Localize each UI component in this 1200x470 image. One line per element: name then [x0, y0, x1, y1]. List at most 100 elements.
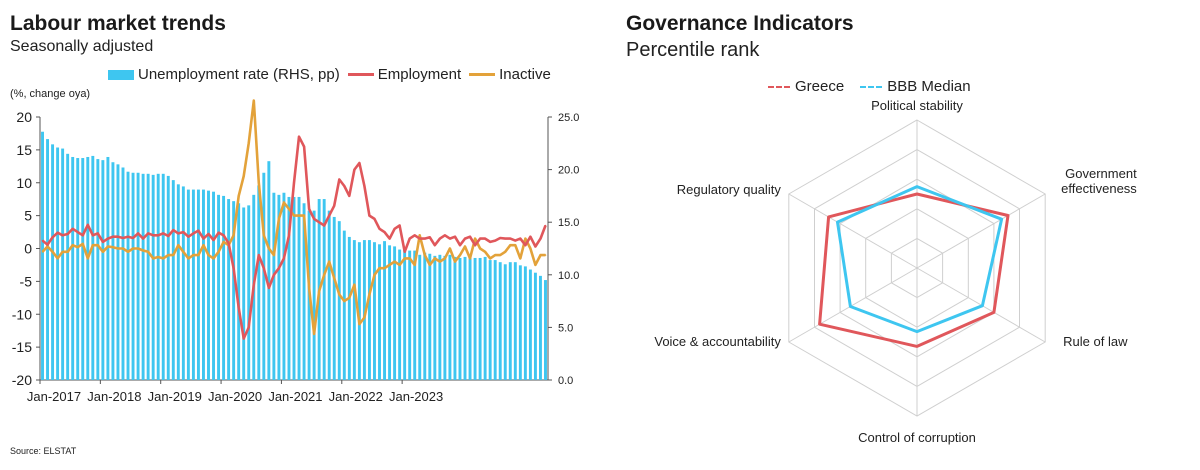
line-employment-point	[519, 237, 522, 240]
line-employment-point	[378, 227, 381, 230]
legend-label-greece: Greece	[795, 78, 845, 95]
bar-unemployment	[91, 155, 95, 380]
radar-axis-label: Rule of law	[1063, 334, 1128, 349]
bar-unemployment	[513, 262, 517, 380]
bar-unemployment	[176, 184, 180, 380]
line-inactive-point	[263, 234, 265, 237]
line-inactive-point	[373, 274, 376, 276]
line-inactive-point	[71, 244, 74, 247]
line-employment-point	[408, 237, 411, 240]
radar-title: Governance Indicators	[626, 12, 854, 35]
legend-item-unemployment: Unemployment rate (RHS, pp)	[108, 66, 340, 83]
line-inactive-point	[449, 247, 451, 250]
legend-swatch-employment	[347, 73, 374, 76]
bar-unemployment	[267, 161, 271, 380]
radar-axis-label: Government effectiveness	[1061, 166, 1137, 196]
line-employment-point	[41, 239, 44, 242]
bar-unemployment	[352, 240, 356, 380]
bar-unemployment	[332, 216, 336, 380]
line-employment-point	[479, 237, 481, 240]
line-employment-point	[348, 195, 351, 197]
line-employment-point	[242, 337, 245, 340]
line-inactive-point	[514, 244, 517, 247]
bar-unemployment	[101, 160, 105, 380]
x-tick-label: Jan-2018	[87, 389, 141, 404]
line-employment-point	[61, 234, 64, 237]
bar-unemployment	[388, 245, 392, 380]
line-employment-point	[439, 237, 441, 240]
bar-unemployment	[217, 194, 221, 380]
line-inactive-point	[112, 246, 114, 248]
line-inactive-point	[51, 250, 54, 253]
bar-unemployment	[458, 257, 462, 380]
line-inactive-point	[469, 257, 471, 260]
bar-unemployment	[413, 250, 417, 380]
line-inactive-point	[242, 175, 245, 177]
line-inactive-point	[122, 247, 124, 250]
bar-unemployment	[393, 246, 397, 380]
line-employment-point	[66, 233, 69, 235]
line-inactive-point	[499, 254, 502, 256]
line-inactive-point	[56, 257, 59, 260]
line-inactive-point	[202, 244, 205, 247]
line-employment-point	[418, 237, 421, 240]
line-inactive-point	[343, 300, 346, 302]
line-inactive-point	[439, 260, 441, 263]
line-employment-point	[142, 237, 144, 240]
line-inactive-point	[142, 249, 144, 252]
bar-unemployment	[297, 196, 301, 380]
line-employment-point	[494, 239, 496, 242]
legend-item-greece: Greece	[768, 78, 844, 95]
line-employment-point	[413, 234, 416, 237]
left-tick-label: 10	[16, 175, 32, 191]
line-employment-point	[509, 237, 512, 240]
line-employment-point	[398, 224, 401, 227]
line-inactive-point	[328, 260, 331, 263]
bar-unemployment	[438, 254, 442, 380]
line-employment-point	[539, 237, 542, 240]
bar-unemployment	[277, 194, 281, 380]
bar-unemployment	[232, 201, 236, 380]
bar-unemployment	[498, 262, 502, 380]
line-employment-point	[484, 237, 486, 240]
line-employment-point	[177, 232, 180, 235]
line-inactive-point	[197, 254, 200, 256]
right-tick-label: 20.0	[558, 165, 579, 177]
bar-unemployment	[398, 249, 402, 380]
legend-swatch-inactive	[469, 73, 496, 76]
line-employment-point	[192, 232, 195, 235]
bar-unemployment	[362, 240, 366, 380]
line-inactive-point	[102, 250, 104, 253]
right-tick-label: 25.0	[558, 112, 579, 124]
left-tick-label: 0	[24, 241, 32, 257]
bar-unemployment	[408, 250, 412, 380]
bar-unemployment	[383, 241, 386, 380]
legend-label-inactive: Inactive	[499, 66, 551, 83]
line-employment-point	[504, 237, 507, 240]
bar-unemployment	[171, 180, 175, 380]
bar-unemployment	[76, 158, 80, 380]
line-inactive-point	[358, 323, 361, 325]
bar-unemployment	[423, 252, 427, 380]
radar-spoke	[788, 193, 918, 269]
line-inactive-point	[278, 218, 280, 220]
line-inactive-point	[494, 254, 496, 256]
line-employment-point	[247, 326, 250, 329]
source-note: Source: ELSTAT	[10, 446, 77, 456]
line-inactive-point	[298, 214, 300, 217]
legend-swatch-greece	[768, 85, 790, 88]
radar-spoke	[788, 267, 918, 343]
line-employment-point	[423, 237, 426, 240]
line-employment-point	[137, 232, 139, 235]
bar-unemployment	[272, 192, 276, 380]
line-inactive-point	[167, 254, 170, 256]
right-tick-label: 0.0	[558, 375, 573, 387]
line-employment-point	[107, 237, 109, 240]
line-employment-point	[368, 214, 371, 217]
bar-unemployment	[508, 262, 512, 380]
bar-unemployment	[523, 266, 527, 380]
line-employment-point	[278, 267, 280, 270]
line-employment-point	[449, 237, 451, 240]
bar-unemployment	[322, 199, 326, 380]
line-inactive-point	[338, 293, 341, 296]
